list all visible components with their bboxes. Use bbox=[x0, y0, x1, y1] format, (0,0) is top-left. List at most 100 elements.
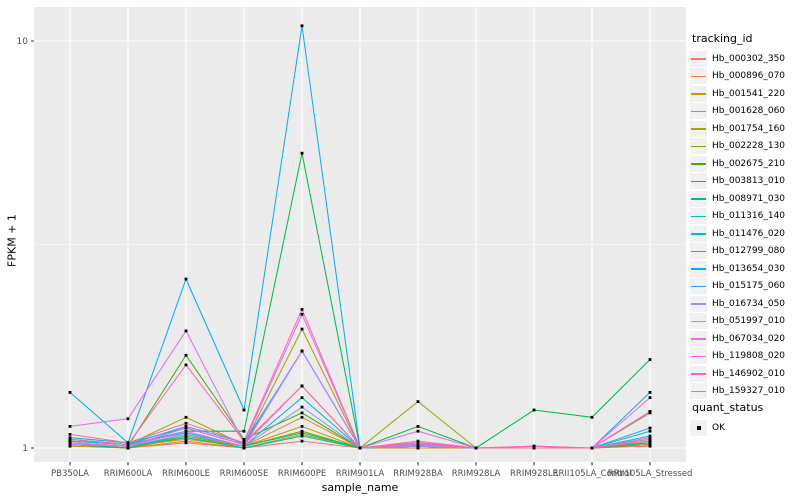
data-point bbox=[532, 408, 536, 412]
x-tick-label: RRII105LA_Stressed bbox=[608, 469, 693, 479]
data-point bbox=[184, 436, 188, 440]
series-color-line-icon bbox=[691, 338, 706, 340]
legend-item-label: Hb_146902_010 bbox=[712, 368, 786, 379]
legend-key bbox=[690, 50, 707, 67]
data-point bbox=[126, 417, 130, 421]
data-point bbox=[184, 329, 188, 333]
data-point bbox=[300, 431, 304, 435]
legend-item: Hb_008971_030 bbox=[690, 190, 785, 208]
data-point bbox=[242, 446, 246, 450]
x-axis-title: sample_name bbox=[321, 481, 399, 494]
x-tick-label: RRII105LA_Control bbox=[553, 469, 632, 479]
data-point bbox=[300, 327, 304, 331]
data-point bbox=[242, 438, 246, 441]
series-color-line-icon bbox=[691, 233, 706, 235]
data-point bbox=[300, 433, 304, 436]
legend-item-label: Hb_051997_010 bbox=[712, 316, 786, 327]
data-point bbox=[184, 434, 188, 438]
legend-key bbox=[690, 190, 707, 207]
legend-item-label: Hb_001541_220 bbox=[712, 88, 786, 99]
legend-key bbox=[690, 243, 707, 260]
series-color-line-icon bbox=[691, 250, 706, 253]
data-point bbox=[184, 429, 188, 433]
data-point bbox=[590, 446, 594, 450]
legend-item-label: Hb_159327_010 bbox=[712, 386, 786, 397]
data-point bbox=[184, 426, 188, 430]
data-point bbox=[532, 446, 536, 450]
series-color-line-icon bbox=[691, 128, 706, 130]
data-point bbox=[300, 308, 304, 311]
data-point bbox=[648, 429, 652, 433]
legend-item: Hb_002675_210 bbox=[690, 155, 785, 173]
legend-item-label: Hb_012799_080 bbox=[712, 246, 786, 257]
legend-key bbox=[690, 120, 707, 137]
legend-key bbox=[690, 155, 707, 172]
data-point bbox=[68, 425, 72, 428]
data-point bbox=[242, 444, 246, 448]
data-point bbox=[300, 24, 304, 28]
legend-item: Hb_119808_020 bbox=[690, 348, 785, 366]
data-point bbox=[416, 443, 420, 446]
data-point bbox=[184, 439, 188, 443]
data-point bbox=[300, 384, 304, 388]
data-point bbox=[300, 151, 304, 155]
data-point bbox=[416, 429, 420, 433]
y-axis-title: FPKM + 1 bbox=[5, 214, 19, 267]
x-tick-label: RRIM600LE bbox=[162, 469, 210, 479]
data-point bbox=[68, 439, 72, 443]
legend-key bbox=[690, 68, 707, 85]
data-point bbox=[68, 441, 72, 445]
legend-item-label: Hb_008971_030 bbox=[712, 193, 786, 204]
legend-item: Hb_015175_060 bbox=[690, 278, 785, 296]
data-point bbox=[242, 429, 246, 433]
data-point bbox=[68, 443, 72, 446]
legend-item-label: Hb_001628_060 bbox=[712, 106, 786, 117]
legend-item-label: Hb_000302_350 bbox=[712, 53, 786, 64]
legend-item: Hb_001754_160 bbox=[690, 120, 785, 138]
data-point bbox=[68, 391, 72, 394]
data-point bbox=[126, 446, 130, 450]
legend-items: Hb_000302_350 Hb_000896_070 Hb_001541_22… bbox=[690, 50, 785, 400]
data-point bbox=[184, 277, 188, 281]
data-point bbox=[648, 358, 652, 361]
x-tick-label: RRIM600LA bbox=[104, 469, 153, 479]
x-tick-label: RRIM928LE bbox=[510, 469, 558, 479]
data-point bbox=[300, 405, 304, 409]
series-color-line-icon bbox=[691, 93, 706, 95]
data-point bbox=[648, 410, 652, 413]
data-point bbox=[300, 396, 304, 399]
data-point bbox=[648, 396, 652, 399]
legend-key bbox=[690, 313, 707, 330]
data-point bbox=[648, 438, 652, 441]
legend-item-label: Hb_002228_130 bbox=[712, 141, 786, 152]
data-point bbox=[184, 421, 188, 425]
data-point bbox=[416, 446, 420, 450]
legend-item-label: Hb_013654_030 bbox=[712, 263, 786, 274]
legend-key bbox=[690, 295, 707, 312]
legend-item: Hb_001541_220 bbox=[690, 85, 785, 103]
legend-key bbox=[690, 103, 707, 120]
data-point bbox=[300, 411, 304, 415]
legend-key bbox=[690, 260, 707, 277]
x-tick-label: RRIM928BA bbox=[393, 469, 443, 479]
data-point bbox=[126, 444, 130, 448]
legend-key bbox=[690, 383, 707, 400]
legend-key bbox=[690, 85, 707, 102]
legend-key bbox=[690, 225, 707, 242]
legend-item: Hb_000302_350 bbox=[690, 50, 785, 68]
legend-item: Hb_001628_060 bbox=[690, 103, 785, 121]
data-point bbox=[648, 441, 652, 445]
data-point bbox=[242, 408, 246, 412]
data-point bbox=[300, 312, 304, 316]
data-point bbox=[126, 443, 130, 446]
series-color-line-icon bbox=[691, 145, 706, 148]
data-point bbox=[300, 349, 304, 353]
data-point bbox=[416, 441, 420, 445]
legend-item: Hb_016734_050 bbox=[690, 295, 785, 313]
data-point bbox=[242, 439, 246, 443]
legend-item-label: Hb_016734_050 bbox=[712, 298, 786, 309]
legend-item-label: Hb_067034_020 bbox=[712, 333, 786, 344]
data-point bbox=[184, 431, 188, 435]
legend-item-label: Hb_011316_140 bbox=[712, 211, 786, 222]
series-color-line-icon bbox=[691, 58, 706, 60]
